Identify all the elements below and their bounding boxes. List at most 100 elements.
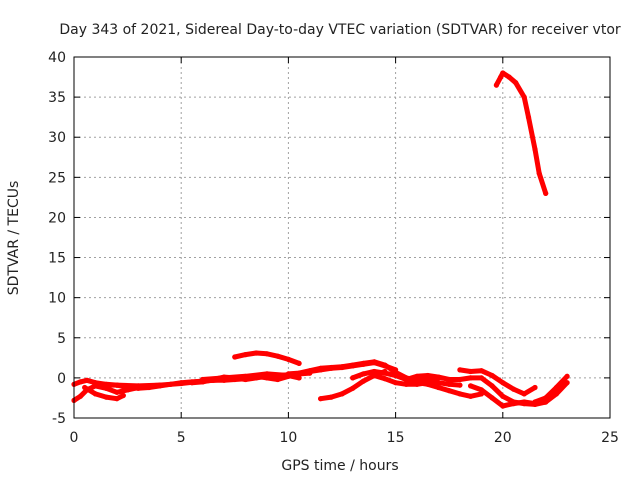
- x-tick-label: 5: [177, 430, 186, 446]
- data-point: [82, 384, 88, 391]
- data-point: [435, 374, 442, 380]
- data-point: [371, 359, 377, 365]
- chart-title: Day 343 of 2021, Sidereal Day-to-day VTE…: [59, 22, 621, 38]
- data-point: [414, 381, 420, 387]
- data-point: [103, 394, 109, 400]
- data-point: [510, 386, 517, 392]
- data-point: [200, 376, 206, 383]
- data-point: [114, 396, 120, 402]
- data-point: [457, 391, 463, 397]
- x-tick-label: 10: [279, 430, 297, 446]
- axis-ticks: [73, 56, 611, 419]
- data-point: [275, 353, 281, 359]
- data-point: [285, 371, 291, 377]
- data-point: [468, 375, 474, 381]
- data-point: [532, 384, 538, 391]
- data-point: [446, 376, 452, 383]
- data-point: [318, 365, 324, 371]
- data-point: [253, 373, 259, 379]
- data-point: [382, 376, 388, 382]
- data-point: [77, 393, 83, 399]
- data-point: [350, 385, 356, 391]
- x-tick-label: 0: [70, 430, 79, 446]
- data-point: [532, 399, 538, 405]
- data-point: [446, 381, 452, 387]
- x-tick-label: 20: [494, 430, 512, 446]
- data-point: [178, 380, 184, 387]
- data-point: [125, 387, 131, 393]
- data-point: [493, 82, 499, 88]
- data-point: [264, 351, 270, 357]
- data-point: [543, 190, 549, 196]
- data-point: [264, 375, 270, 381]
- data-point: [275, 376, 281, 383]
- data-point: [92, 391, 98, 397]
- data-point: [350, 375, 356, 381]
- y-tick-label: -5: [52, 411, 66, 427]
- data-point: [350, 362, 356, 368]
- x-tick-label: 15: [387, 430, 405, 446]
- data-point: [328, 394, 334, 400]
- data-point: [468, 368, 474, 375]
- data-point: [328, 364, 334, 371]
- data-point: [296, 360, 302, 366]
- data-point: [478, 387, 484, 393]
- data-point: [157, 382, 163, 388]
- data-point: [553, 384, 560, 391]
- y-axis-label: SDTVAR / TECUs: [6, 181, 22, 296]
- data-point: [242, 352, 249, 358]
- data-point: [382, 362, 388, 368]
- data-point: [77, 379, 83, 385]
- y-tick-label: 40: [48, 50, 66, 66]
- data-point: [318, 396, 324, 402]
- data-point: [510, 401, 517, 407]
- data-point: [84, 377, 90, 383]
- data-point: [189, 380, 195, 386]
- data-point: [521, 399, 527, 405]
- data-point: [506, 74, 512, 80]
- y-tick-label: 10: [48, 291, 66, 307]
- y-tick-label: 5: [57, 331, 66, 347]
- data-point: [393, 380, 399, 386]
- data-point: [92, 382, 98, 388]
- data-point: [457, 376, 463, 383]
- data-point: [382, 370, 388, 376]
- data-point: [403, 381, 409, 387]
- data-point: [564, 373, 570, 379]
- data-point: [242, 373, 249, 379]
- data-point: [114, 382, 120, 388]
- data-point: [285, 356, 291, 362]
- series-track: [532, 373, 570, 405]
- data-point: [435, 384, 442, 391]
- data-point: [339, 391, 345, 397]
- y-tick-label: 0: [57, 371, 66, 387]
- data-point: [513, 80, 519, 86]
- data-point: [425, 380, 431, 386]
- data-point: [296, 370, 302, 376]
- data-point: [371, 372, 377, 379]
- data-point: [425, 372, 431, 379]
- data-point: [120, 392, 126, 399]
- data-point: [232, 354, 238, 360]
- data-point: [500, 403, 506, 409]
- data-point: [489, 395, 495, 401]
- data-point: [393, 372, 399, 379]
- data-point: [339, 364, 345, 370]
- data-point: [525, 114, 532, 120]
- data-point: [114, 389, 120, 395]
- data-point: [457, 367, 463, 373]
- data-point: [135, 383, 141, 389]
- data-point: [478, 375, 484, 381]
- x-tick-label: 25: [601, 430, 619, 446]
- data-point: [489, 383, 495, 389]
- data-point: [498, 74, 504, 80]
- data-point: [446, 388, 452, 394]
- data-point: [478, 368, 484, 374]
- data-point: [500, 393, 506, 399]
- data-point: [360, 360, 366, 366]
- data-point: [543, 395, 549, 401]
- y-tick-label: 25: [48, 170, 66, 186]
- data-point: [435, 380, 442, 386]
- data-point: [307, 368, 313, 374]
